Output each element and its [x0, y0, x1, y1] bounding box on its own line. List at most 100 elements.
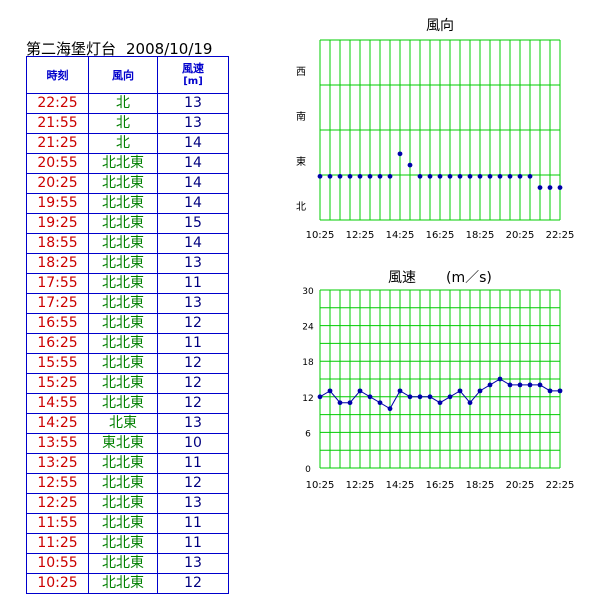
- speed-cell: 11: [157, 273, 229, 294]
- direction-cell: 北北東: [88, 333, 158, 354]
- table-row: 10:55 北北東 13: [26, 553, 229, 574]
- direction-cell: 北北東: [88, 473, 158, 494]
- time-cell: 17:25: [26, 293, 89, 314]
- direction-point: [317, 173, 323, 179]
- speed-point: [317, 394, 323, 400]
- direction-cell: 東北東: [88, 433, 158, 454]
- direction-cell: 北北東: [88, 533, 158, 554]
- direction-cell: 北北東: [88, 353, 158, 374]
- time-cell: 19:55: [26, 193, 89, 214]
- speed-cell: 11: [157, 513, 229, 534]
- x-tick-label: 14:25: [386, 230, 415, 241]
- time-cell: 18:25: [26, 253, 89, 274]
- direction-point: [517, 173, 523, 179]
- time-cell: 10:25: [26, 573, 89, 594]
- x-tick-label: 18:25: [466, 230, 495, 241]
- speed-cell: 15: [157, 213, 229, 234]
- direction-point: [527, 173, 533, 179]
- y-axis-label: 北: [296, 201, 306, 213]
- direction-cell: 北北東: [88, 293, 158, 314]
- table-row: 13:55 東北東 10: [26, 433, 229, 454]
- direction-cell: 北: [88, 93, 158, 114]
- time-cell: 13:55: [26, 433, 89, 454]
- table-row: 22:25 北 13: [26, 93, 229, 114]
- x-tick-label: 22:25: [546, 230, 575, 241]
- time-cell: 12:25: [26, 493, 89, 514]
- time-cell: 17:55: [26, 273, 89, 294]
- speed-point: [377, 400, 383, 406]
- direction-point: [407, 162, 413, 168]
- chart-unit: (m／s): [446, 270, 492, 286]
- direction-point: [437, 173, 443, 179]
- direction-point: [537, 185, 543, 191]
- direction-cell: 北北東: [88, 373, 158, 394]
- speed-cell: 13: [157, 413, 229, 434]
- speed-cell: 11: [157, 333, 229, 354]
- direction-point: [377, 173, 383, 179]
- speed-cell: 14: [157, 193, 229, 214]
- y-tick-label: 6: [305, 429, 311, 439]
- observation-table: 時刻 風向 風速 [m] 22:25 北 13 21:55 北 13 21:25 北 14 20:…: [26, 56, 229, 594]
- time-cell: 14:55: [26, 393, 89, 414]
- direction-cell: 北北東: [88, 173, 158, 194]
- direction-cell: 北北東: [88, 513, 158, 534]
- time-cell: 10:55: [26, 553, 89, 574]
- time-cell: 14:25: [26, 413, 89, 434]
- speed-cell: 10: [157, 433, 229, 454]
- table-row: 14:25 北東 13: [26, 413, 229, 434]
- speed-point: [497, 376, 503, 382]
- speed-cell: 13: [157, 93, 229, 114]
- table-row: 16:25 北北東 11: [26, 333, 229, 354]
- speed-point: [417, 394, 423, 400]
- speed-point: [387, 406, 393, 412]
- speed-point: [447, 394, 453, 400]
- direction-cell: 北北東: [88, 493, 158, 514]
- table-row: 17:25 北北東 13: [26, 293, 229, 314]
- x-tick-label: 16:25: [426, 230, 455, 241]
- table-row: 21:55 北 13: [26, 113, 229, 134]
- time-cell: 16:25: [26, 333, 89, 354]
- chart-title: 風速: [388, 270, 416, 286]
- direction-point: [357, 173, 363, 179]
- speed-point: [407, 394, 413, 400]
- x-tick-label: 18:25: [466, 480, 495, 491]
- direction-cell: 北: [88, 113, 158, 134]
- speed-cell: 14: [157, 153, 229, 174]
- table-row: 12:25 北北東 13: [26, 493, 229, 514]
- speed-cell: 12: [157, 353, 229, 374]
- chart-title: 風向: [426, 18, 454, 34]
- x-tick-label: 22:25: [546, 480, 575, 491]
- direction-cell: 北北東: [88, 213, 158, 234]
- time-cell: 21:55: [26, 113, 89, 134]
- table-row: 18:25 北北東 13: [26, 253, 229, 274]
- table-row: 20:25 北北東 14: [26, 173, 229, 194]
- table-header-row: 時刻 風向 風速 [m]: [26, 56, 229, 94]
- speed-cell: 13: [157, 493, 229, 514]
- direction-cell: 北北東: [88, 313, 158, 334]
- header-direction: 風向: [88, 56, 158, 94]
- speed-point: [357, 388, 363, 394]
- direction-point: [467, 173, 473, 179]
- direction-point: [487, 173, 493, 179]
- header-time: 時刻: [26, 56, 89, 94]
- speed-cell: 12: [157, 393, 229, 414]
- speed-cell: 12: [157, 373, 229, 394]
- y-axis-label: 南: [296, 110, 306, 123]
- direction-point: [477, 173, 483, 179]
- time-cell: 20:25: [26, 173, 89, 194]
- direction-cell: 北北東: [88, 193, 158, 214]
- direction-point: [457, 173, 463, 179]
- speed-point: [557, 388, 563, 394]
- y-tick-label: 30: [302, 287, 314, 297]
- speed-cell: 13: [157, 113, 229, 134]
- y-tick-label: 0: [305, 465, 311, 475]
- direction-point: [327, 173, 333, 179]
- station-name: 第二海堡灯台: [26, 40, 117, 58]
- plot-grid: [319, 289, 561, 469]
- time-cell: 12:55: [26, 473, 89, 494]
- speed-point: [517, 382, 523, 388]
- table-row: 17:55 北北東 11: [26, 273, 229, 294]
- x-tick-label: 14:25: [386, 480, 415, 491]
- speed-cell: 14: [157, 133, 229, 154]
